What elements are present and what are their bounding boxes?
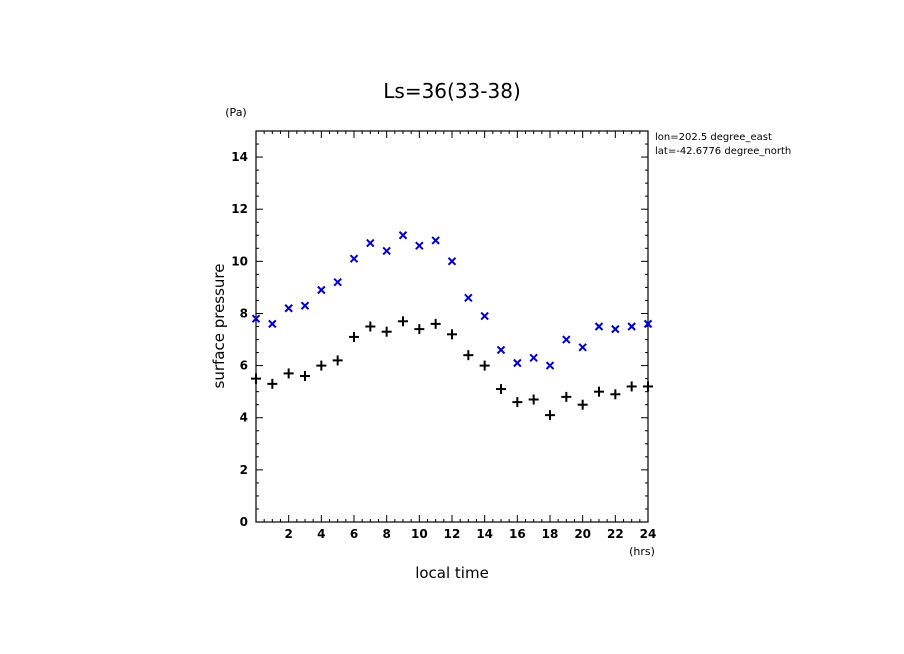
ytick-label-12: 12 bbox=[231, 202, 248, 216]
series-0-point-6 bbox=[349, 254, 359, 263]
xtick-label-6: 6 bbox=[350, 527, 358, 541]
series-1-point-2 bbox=[283, 368, 294, 379]
series-0-point-24 bbox=[643, 319, 653, 329]
ytick-label-2: 2 bbox=[240, 463, 248, 477]
xtick-label-2: 2 bbox=[284, 527, 292, 541]
series-0-point-10 bbox=[415, 241, 424, 250]
series-1-point-7 bbox=[365, 321, 376, 332]
series-0-point-21 bbox=[594, 322, 604, 331]
series-1-point-5 bbox=[332, 355, 343, 366]
series-0-point-0 bbox=[251, 314, 261, 323]
data-points bbox=[251, 231, 653, 421]
series-1-point-20 bbox=[577, 399, 588, 410]
series-1-point-14 bbox=[479, 360, 490, 371]
series-0-point-16 bbox=[513, 358, 522, 368]
series-1-point-9 bbox=[398, 316, 408, 327]
series-0-point-23 bbox=[627, 322, 636, 331]
series-1-point-6 bbox=[349, 331, 359, 342]
series-0-point-19 bbox=[562, 335, 571, 344]
series-0-point-1 bbox=[268, 319, 277, 329]
x-axis-label: local time bbox=[415, 564, 489, 582]
series-1-point-19 bbox=[561, 391, 572, 402]
series-1-point-11 bbox=[430, 318, 441, 329]
series-0-point-15 bbox=[496, 345, 506, 355]
series-1-point-23 bbox=[626, 381, 637, 392]
series-0-point-8 bbox=[382, 246, 391, 256]
series-1-point-8 bbox=[381, 326, 392, 337]
series-1-point-12 bbox=[447, 329, 457, 340]
series-0-point-17 bbox=[529, 353, 538, 362]
series-1-point-1 bbox=[267, 378, 278, 389]
y-unit-label: (Pa) bbox=[225, 106, 246, 119]
xtick-label-24: 24 bbox=[640, 527, 657, 541]
annotation-lat: lat=-42.6776 degree_north bbox=[655, 146, 791, 157]
series-1-point-15 bbox=[496, 384, 506, 395]
xtick-label-14: 14 bbox=[476, 527, 493, 541]
series-1-point-18 bbox=[545, 410, 555, 421]
series-1-point-4 bbox=[316, 360, 327, 371]
ytick-label-10: 10 bbox=[231, 254, 248, 268]
series-1-point-0 bbox=[251, 373, 261, 384]
series-0-point-11 bbox=[431, 236, 440, 245]
xtick-label-10: 10 bbox=[411, 527, 428, 541]
x-unit-label: (hrs) bbox=[629, 545, 655, 558]
series-1-point-3 bbox=[300, 371, 310, 382]
chart-title: Ls=36(33-38) bbox=[383, 79, 521, 103]
series-0-point-7 bbox=[366, 238, 375, 248]
series-1-point-21 bbox=[594, 386, 604, 397]
xtick-label-12: 12 bbox=[444, 527, 461, 541]
ytick-label-4: 4 bbox=[240, 411, 248, 425]
plot-frame bbox=[255, 130, 649, 523]
series-1-point-13 bbox=[463, 350, 474, 361]
series-0-point-22 bbox=[611, 324, 620, 334]
ytick-label-14: 14 bbox=[231, 150, 248, 164]
ytick-label-0: 0 bbox=[240, 515, 248, 529]
ytick-label-8: 8 bbox=[240, 306, 248, 320]
series-0-point-20 bbox=[578, 343, 587, 352]
series-1-point-10 bbox=[414, 324, 425, 335]
xtick-label-18: 18 bbox=[542, 527, 559, 541]
y-axis-label: surface pressure bbox=[210, 264, 228, 389]
series-0-point-9 bbox=[398, 231, 408, 240]
annotation-lon: lon=202.5 degree_east bbox=[655, 132, 772, 143]
series-1-point-22 bbox=[610, 389, 621, 400]
series-0-point-14 bbox=[480, 311, 489, 321]
series-1-point-17 bbox=[528, 394, 539, 405]
series-0-point-4 bbox=[317, 285, 326, 295]
xtick-label-4: 4 bbox=[317, 527, 325, 541]
xtick-label-22: 22 bbox=[607, 527, 624, 541]
xtick-label-16: 16 bbox=[509, 527, 526, 541]
series-0-point-3 bbox=[300, 301, 310, 310]
xtick-label-8: 8 bbox=[382, 527, 390, 541]
xtick-label-20: 20 bbox=[574, 527, 591, 541]
series-0-point-18 bbox=[545, 361, 555, 370]
ytick-label-6: 6 bbox=[240, 359, 248, 373]
series-1-point-24 bbox=[643, 381, 653, 392]
series-0-point-5 bbox=[333, 277, 342, 287]
series-0-point-12 bbox=[447, 257, 457, 266]
series-1-point-16 bbox=[512, 397, 523, 408]
series-0-point-2 bbox=[284, 304, 293, 313]
series-0-point-13 bbox=[464, 293, 473, 303]
